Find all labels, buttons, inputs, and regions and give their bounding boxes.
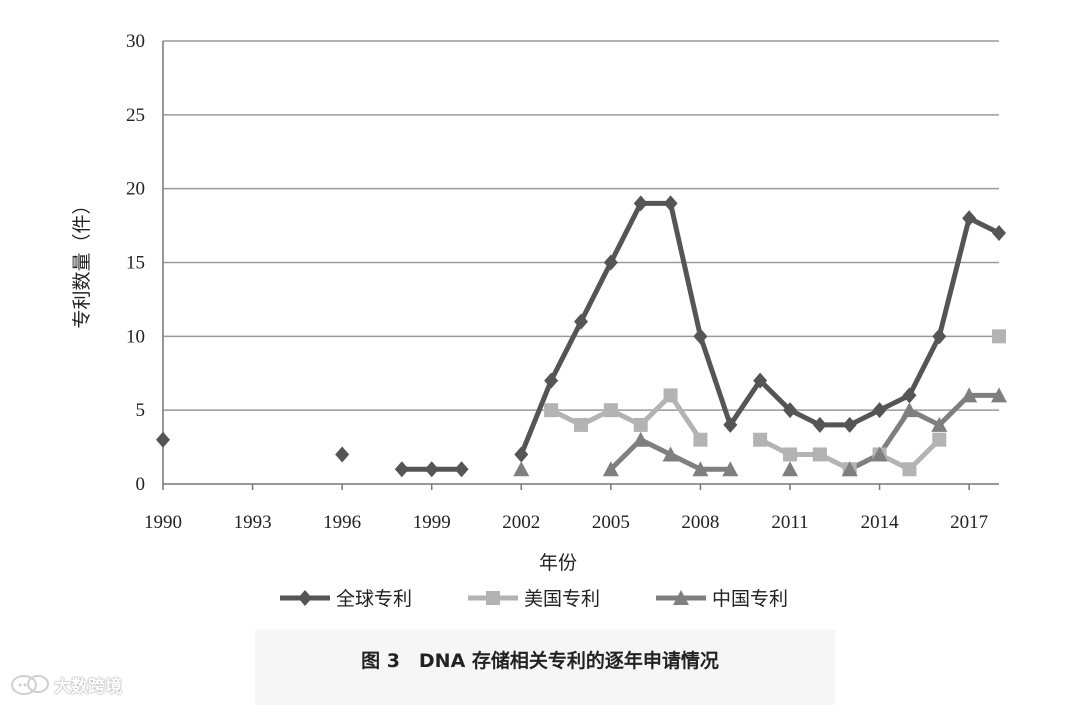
data-point-0-1996 (335, 446, 350, 463)
y-tick-label: 0 (136, 474, 146, 495)
x-tick-label: 2002 (502, 512, 540, 533)
data-point-2-2013 (841, 461, 858, 477)
x-tick-label: 2011 (771, 512, 808, 533)
gridlines (162, 40, 999, 490)
data-point-0-2016 (932, 328, 947, 345)
data-point-0-2005 (603, 254, 618, 271)
watermark: 大数跨境 (10, 672, 122, 697)
data-point-0-2008 (693, 328, 708, 345)
x-tick-label: 2014 (861, 512, 900, 533)
data-point-1-2016 (932, 432, 947, 447)
data-point-0-1990 (156, 431, 170, 448)
x-tick-labels: 1990 1993 1996 1999 2002 2005 2008 2011 2014 2017 (144, 512, 988, 533)
y-tick-label: 10 (126, 326, 145, 347)
data-point-0-2004 (574, 313, 588, 330)
data-point-0-2003 (544, 372, 559, 389)
x-tick-label: 1990 (144, 512, 182, 533)
x-tick-label: 2005 (592, 512, 630, 533)
y-tick-label: 15 (126, 253, 145, 274)
data-point-0-2017 (962, 210, 977, 227)
data-point-2-2002 (513, 461, 530, 477)
data-point-1-2005 (603, 403, 618, 418)
data-point-1-2004 (574, 417, 588, 432)
data-point-0-2013 (842, 416, 857, 433)
chat-bubble-icon (11, 674, 49, 695)
data-point-2-2008 (692, 461, 709, 477)
legend-marker (673, 590, 689, 605)
data-point-1-2011 (783, 447, 797, 462)
figure-caption: 图 3 DNA 存储相关专利的逐年申请情况 (361, 650, 719, 672)
data-point-0-2009 (723, 416, 738, 433)
data-point-0-2006 (633, 195, 648, 212)
data-point-1-2015 (902, 462, 917, 477)
series-line-1 (550, 392, 703, 442)
x-tick-label: 2008 (681, 512, 719, 533)
data-point-2-2014 (871, 446, 888, 462)
data-point-2-2016 (931, 416, 948, 432)
data-point-0-1999 (424, 461, 439, 478)
data-point-0-2012 (812, 416, 827, 433)
y-tick-label: 30 (126, 31, 145, 52)
data-point-1-2012 (812, 447, 827, 462)
data-point-2-2017 (961, 387, 978, 403)
line-chart: 0 5 10 15 20 25 30 1990 1993 1996 1999 2002 2005 200… (71, 31, 1007, 610)
data-point-2-2006 (632, 431, 649, 447)
data-point-1-2006 (633, 417, 648, 432)
data-point-0-2007 (663, 195, 678, 212)
x-tick-label: 1999 (413, 512, 451, 533)
data-point-0-2010 (753, 372, 768, 389)
data-point-2-2009 (722, 461, 739, 477)
x-tick-label: 2017 (950, 512, 988, 533)
data-point-1-2010 (753, 432, 768, 447)
legend-marker (298, 590, 312, 606)
series-line-2 (848, 392, 999, 472)
data-point-1-2008 (693, 432, 708, 447)
data-point-2-2015 (901, 402, 918, 418)
data-point-2-2007 (662, 446, 679, 462)
data-point-0-2018 (992, 224, 1006, 241)
series-markers (156, 195, 1007, 478)
data-point-1-2018 (992, 329, 1006, 344)
legend-label: 中国专利 (712, 588, 788, 610)
y-axis-title: 专利数量（件） (71, 195, 93, 328)
legend-marker (486, 591, 500, 605)
y-tick-label: 20 (126, 179, 145, 200)
data-point-0-1998 (394, 461, 409, 478)
y-tick-label: 5 (136, 400, 146, 421)
data-point-2-2011 (782, 461, 798, 477)
data-point-1-2007 (663, 388, 678, 403)
data-point-0-2014 (872, 402, 887, 419)
y-tick-label: 25 (126, 105, 145, 126)
legend: 全球专利 美国专利 中国专利 (280, 588, 788, 610)
data-point-0-2002 (514, 446, 529, 463)
legend-label: 全球专利 (336, 588, 412, 610)
data-point-2-2005 (602, 461, 619, 477)
data-point-0-2015 (902, 387, 917, 404)
watermark-text: 大数跨境 (54, 677, 122, 697)
data-point-2-2018 (991, 387, 1007, 403)
caption-background (255, 630, 835, 705)
x-axis-title: 年份 (539, 552, 577, 574)
data-point-0-2011 (783, 402, 797, 419)
x-tick-label: 1996 (323, 512, 361, 533)
data-point-0-2000 (454, 461, 469, 478)
legend-label: 美国专利 (524, 588, 600, 610)
y-tick-labels: 0 5 10 15 20 25 30 (126, 31, 145, 495)
x-tick-label: 1993 (234, 512, 272, 533)
data-point-1-2003 (544, 403, 559, 418)
